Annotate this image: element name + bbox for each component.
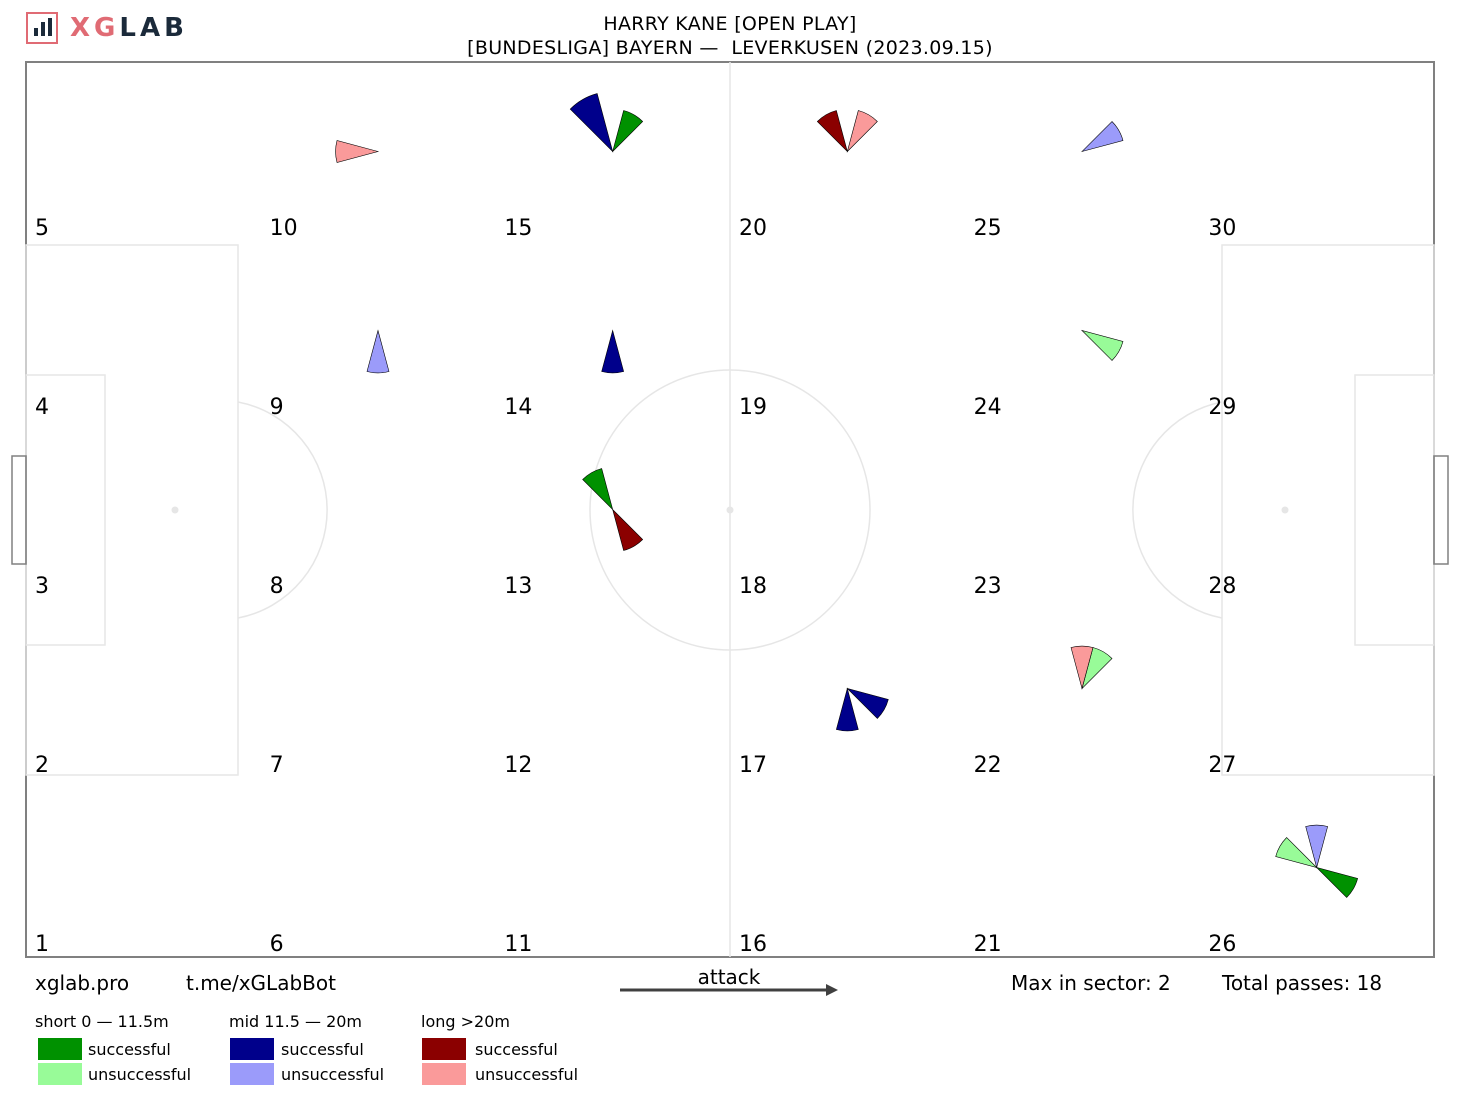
logo-xg: XG (70, 13, 120, 43)
left-penalty-arc (237, 401, 328, 619)
sector-label-29: 29 (1208, 395, 1236, 420)
sector-label-14: 14 (504, 395, 532, 420)
sector-label-15: 15 (504, 216, 532, 241)
legend-long-successful-swatch (422, 1038, 466, 1060)
legend-short-successful-swatch (38, 1038, 82, 1060)
center-spot (726, 506, 734, 514)
logo-lab: LAB (119, 13, 188, 43)
legend-short-unsuccessful-swatch (38, 1063, 82, 1085)
legend-long-unsuccessful-swatch (422, 1063, 466, 1085)
right-penalty-arc (1132, 401, 1223, 619)
sector-label-2: 2 (35, 753, 49, 778)
pass-wedge-sector-22-long-unsuccessful-14 (1070, 645, 1094, 690)
pass-wedge-sector-10-long-unsuccessful-0 (335, 140, 380, 163)
sector-label-5: 5 (35, 216, 49, 241)
total-passes: Total passes: 18 (1222, 971, 1383, 995)
sector-label-3: 3 (35, 574, 49, 599)
pass-wedge-sector-9-mid-unsuccessful-8 (366, 329, 390, 374)
pass-wedge-sector-15-mid-successful-2 (569, 93, 614, 153)
pass-wedge-sector-25-mid-unsuccessful-6 (1080, 121, 1124, 153)
sector-label-17: 17 (739, 753, 767, 778)
legend-mid-title: mid 11.5 — 20m (229, 1012, 363, 1031)
sector-label-10: 10 (270, 216, 298, 241)
legend-long-unsuccessful-label: unsuccessful (475, 1065, 579, 1084)
sector-label-4: 4 (35, 395, 49, 420)
legend-mid-unsuccessful-swatch (230, 1063, 274, 1085)
sector-label-7: 7 (270, 753, 284, 778)
sector-label-23: 23 (974, 574, 1002, 599)
center-circle (589, 369, 871, 651)
site-link[interactable]: xglab.pro (35, 971, 130, 995)
legend-long-title: long >20m (421, 1012, 510, 1031)
pass-wedge-sector-20-long-unsuccessful-5 (846, 110, 878, 153)
sector-label-24: 24 (974, 395, 1002, 420)
title-line-2: [BUNDESLIGA] BAYERN — LEVERKUSEN (2023.0… (467, 37, 993, 59)
attack-label: attack (697, 965, 761, 989)
sector-label-30: 30 (1208, 216, 1236, 241)
right-goal-area (1354, 374, 1435, 646)
left-penalty-area (25, 244, 239, 776)
bot-link[interactable]: t.me/xGLabBot (186, 971, 336, 995)
legend-mid-successful-label: successful (281, 1040, 364, 1059)
pass-wedge-sector-13-short-successful-9 (582, 468, 614, 511)
legend-mid-unsuccessful-label: unsuccessful (281, 1065, 385, 1084)
legend-short-unsuccessful-label: unsuccessful (88, 1065, 192, 1084)
pitch-markings (11, 61, 1449, 958)
sector-label-6: 6 (270, 932, 284, 957)
pass-wedge-sector-17-mid-successful-11 (846, 687, 889, 719)
pass-wedge-sector-14-mid-successful-3 (601, 329, 625, 374)
pass-wedge-sector-15-short-successful-1 (612, 110, 644, 153)
sector-label-27: 27 (1208, 753, 1236, 778)
sector-label-16: 16 (739, 932, 767, 957)
right-penalty-area (1221, 244, 1435, 776)
sector-label-20: 20 (739, 216, 767, 241)
max-in-sector: Max in sector: 2 (1011, 971, 1171, 995)
pass-wedge-sector-26-short-successful-17 (1315, 866, 1359, 898)
sector-label-11: 11 (504, 932, 532, 957)
sector-label-19: 19 (739, 395, 767, 420)
attack-arrow (620, 984, 838, 996)
pass-wedge-sector-26-short-unsuccessful-15 (1275, 837, 1318, 869)
xglab-logo: XGLAB (26, 10, 188, 46)
sector-label-25: 25 (974, 216, 1002, 241)
chart-title: HARRY KANE [OPEN PLAY] [BUNDESLIGA] BAYE… (0, 12, 1460, 60)
legend-mid-successful-swatch (230, 1038, 274, 1060)
sector-label-12: 12 (504, 753, 532, 778)
sector-label-22: 22 (974, 753, 1002, 778)
pass-wedge-sector-17-mid-successful-12 (835, 687, 859, 732)
pass-wedge-sector-13-long-successful-10 (612, 508, 644, 551)
legend-long-successful-label: successful (475, 1040, 558, 1059)
sector-label-9: 9 (270, 395, 284, 420)
pass-wedge-sector-24-short-unsuccessful-7 (1080, 329, 1124, 361)
sector-labels: 1234567891011121314151617181920212223242… (35, 216, 1236, 957)
left-penalty-spot (171, 506, 179, 514)
sector-label-21: 21 (974, 932, 1002, 957)
pass-wedge-sector-26-mid-unsuccessful-16 (1305, 824, 1329, 869)
pass-wedge-sector-20-long-successful-4 (816, 110, 848, 153)
pass-wedges (335, 93, 1359, 898)
right-penalty-spot (1281, 506, 1289, 514)
title-line-1: HARRY KANE [OPEN PLAY] (603, 13, 857, 35)
sector-label-26: 26 (1208, 932, 1236, 957)
sector-label-1: 1 (35, 932, 49, 957)
right-goal (1433, 455, 1449, 565)
bar-chart-icon (26, 12, 58, 44)
sector-label-13: 13 (504, 574, 532, 599)
legend-short-successful-label: successful (88, 1040, 171, 1059)
legend-short-title: short 0 — 11.5m (35, 1012, 169, 1031)
sector-label-18: 18 (739, 574, 767, 599)
sector-label-28: 28 (1208, 574, 1236, 599)
logo-wordmark: XGLAB (70, 13, 188, 43)
sector-label-8: 8 (270, 574, 284, 599)
left-goal (11, 455, 27, 565)
